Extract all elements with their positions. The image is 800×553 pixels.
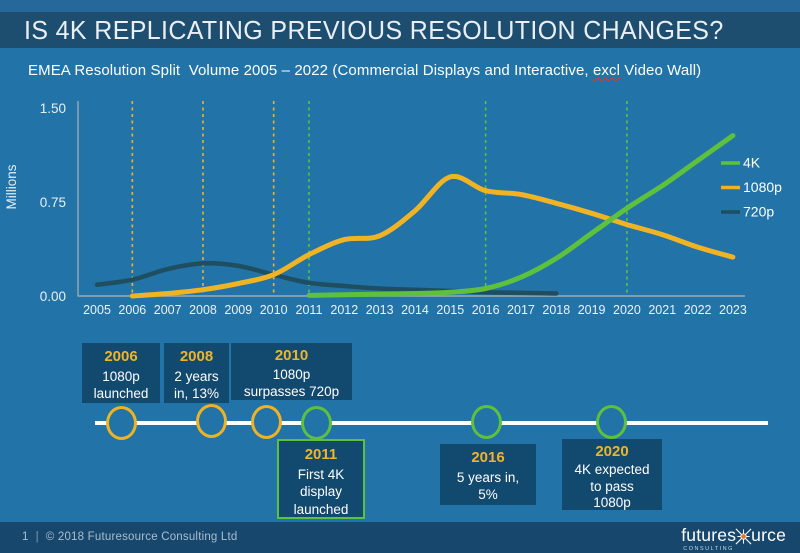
x-tick-label-2018: 2018 — [542, 303, 570, 317]
series-line-720p — [94, 261, 559, 296]
timeline-callout-2020: 2020 4K expected to pass 1080p — [562, 439, 662, 510]
legend-label-720p: 720p — [743, 204, 774, 220]
timeline-callout-2006: 2006 1080p launched — [82, 343, 160, 403]
callout-line: 1080p — [593, 495, 631, 511]
x-tick-label-2007: 2007 — [154, 303, 182, 317]
x-tick-label-2009: 2009 — [224, 303, 252, 317]
callout-line: 1080p — [272, 366, 311, 382]
callout-line: 1080p — [102, 368, 140, 384]
y-axis-title: Millions — [4, 164, 19, 209]
callout-year: 2010 — [274, 347, 309, 364]
legend-label-1080p: 1080p — [743, 179, 782, 195]
logo-tagline: CONSULTING — [683, 546, 734, 552]
timeline-node-2011 — [301, 406, 332, 440]
footer-bar: 1 | © 2018 Futuresource Consulting Ltd fut… — [0, 522, 800, 553]
timeline-node-2020 — [596, 405, 627, 439]
callout-line: launched — [293, 501, 349, 517]
page-title: IS 4K REPLICATING PREVIOUS RESOLUTION CH… — [24, 14, 724, 45]
callout-line: 5 years in, — [456, 469, 520, 485]
callout-line: First 4K — [297, 466, 345, 482]
callout-line: 5% — [478, 487, 498, 503]
series-line-1080p — [129, 173, 736, 299]
x-tick-label-2022: 2022 — [684, 303, 712, 317]
callout-line: in, 13% — [173, 386, 220, 402]
callout-line: launched — [93, 386, 149, 402]
callout-year: 2020 — [595, 443, 629, 460]
y-tick-label: 0.00 — [40, 289, 66, 304]
series-line-4k — [306, 133, 736, 298]
top-strip — [0, 0, 800, 12]
callout-line: display — [299, 484, 343, 500]
x-tick-label-2021: 2021 — [648, 303, 676, 317]
page-number: 1 — [22, 531, 29, 543]
footer-separator: | — [35, 531, 39, 543]
logo-text-start: futures — [681, 525, 737, 545]
timeline-node-2010 — [251, 405, 282, 439]
footer-copyright: 1 | © 2018 Futuresource Consulting Ltd — [22, 531, 238, 543]
starburst-icon — [735, 528, 752, 545]
callout-line: surpasses 720p — [243, 383, 340, 399]
subtitle-text-start: EMEA Resolution Split Volume 2005 – 2022… — [28, 62, 593, 79]
title-band: IS 4K REPLICATING PREVIOUS RESOLUTION CH… — [0, 12, 800, 48]
x-tick-label-2016: 2016 — [472, 303, 500, 317]
callout-line: 2 years — [174, 368, 219, 384]
chart-subtitle: EMEA Resolution Split Volume 2005 – 2022… — [28, 62, 701, 79]
x-tick-label-2006: 2006 — [118, 303, 146, 317]
x-tick-label-2020: 2020 — [613, 303, 641, 317]
x-tick-label-2005: 2005 — [83, 303, 111, 317]
timeline-callout-2010: 2010 1080p surpasses 720p — [231, 343, 352, 400]
futuresource-logo: futures urce CONSULTING — [681, 525, 786, 552]
x-tick-label-2011: 2011 — [296, 303, 323, 317]
x-tick-label-2013: 2013 — [366, 303, 394, 317]
callout-line: to pass — [590, 478, 634, 494]
timeline-node-2006 — [106, 406, 137, 440]
x-tick-label-2014: 2014 — [401, 303, 429, 317]
x-tick-label-2010: 2010 — [260, 303, 288, 317]
subtitle-spellcheck-word: excl — [592, 62, 621, 79]
x-tick-label-2017: 2017 — [507, 303, 535, 317]
logo-text-end: urce — [751, 525, 786, 545]
timeline-callout-2011: 2011 First 4K display launched — [277, 439, 365, 519]
y-tick-label: 0.75 — [40, 195, 66, 210]
legend-label-4k: 4K — [743, 155, 761, 171]
callout-year: 2011 — [304, 446, 338, 463]
x-tick-label-2015: 2015 — [436, 303, 464, 317]
timeline-callout-2016: 2016 5 years in, 5% — [440, 444, 536, 505]
timeline-callout-2008: 2008 2 years in, 13% — [164, 343, 229, 403]
copyright-text: © 2018 Futuresource Consulting Ltd — [45, 531, 238, 543]
callout-year: 2006 — [104, 348, 138, 365]
x-tick-label-2023: 2023 — [719, 303, 747, 317]
callout-year: 2016 — [471, 449, 505, 466]
callout-line: 4K expected — [574, 462, 650, 478]
timeline-node-2016 — [471, 405, 502, 439]
y-tick-label: 1.50 — [40, 101, 66, 116]
subtitle-text-end: Video Wall) — [620, 62, 702, 79]
timeline-axis-line — [95, 421, 768, 425]
timeline-node-2008 — [196, 404, 227, 438]
x-tick-label-2019: 2019 — [578, 303, 606, 317]
x-tick-label-2008: 2008 — [189, 303, 217, 317]
x-tick-label-2012: 2012 — [330, 303, 358, 317]
callout-year: 2008 — [179, 348, 214, 365]
